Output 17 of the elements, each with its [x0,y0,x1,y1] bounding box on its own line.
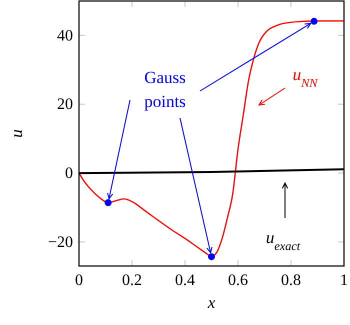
x-tick-label: 1 [340,272,348,289]
y-axis-title: u [7,129,26,138]
text: u$_{NN}$ [292,65,318,90]
x-axis-title: x [206,293,216,312]
point [104,199,112,206]
x-tick-label: 0.4 [175,272,195,289]
annotation: Gauss points [144,68,186,111]
text: u$_{exact}$ [266,228,301,253]
x-tick-label: 0.8 [281,272,301,289]
y-tick-label: 0 [65,165,73,182]
point [208,253,215,260]
y-tick-label: −20 [48,234,73,251]
y-tick-label: 20 [57,96,73,114]
y-tick-label: 40 [57,27,73,44]
point [310,18,318,25]
x-tick-label: 0.6 [228,272,248,289]
x-tick-label: 0.2 [122,272,142,289]
